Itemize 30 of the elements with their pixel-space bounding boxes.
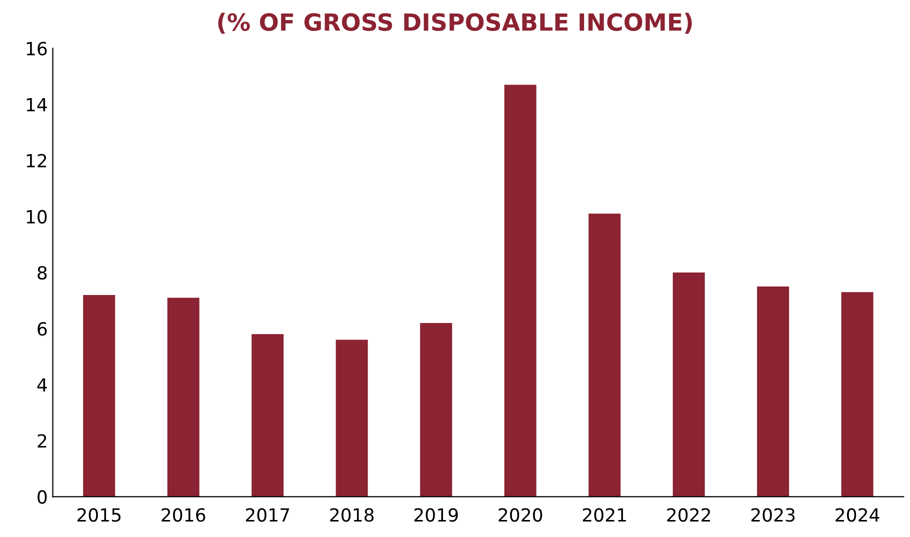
y-tick-label: 2 — [38, 434, 46, 448]
x-tick-label: 2020 — [498, 508, 542, 522]
x-tick-label: 2023 — [751, 508, 795, 522]
bar — [588, 214, 621, 497]
y-tick-label: 0 — [38, 490, 47, 504]
x-tick-label: 2018 — [330, 508, 374, 522]
x-tick-label: 2019 — [414, 508, 458, 522]
bar — [167, 298, 200, 497]
y-tick-label: 12 — [26, 154, 46, 168]
y-tick-label: 16 — [26, 42, 47, 56]
y-tick-label: 10 — [26, 210, 47, 224]
bar — [841, 292, 874, 497]
bar — [336, 340, 368, 497]
y-tick-label: 4 — [37, 378, 47, 392]
y-tick-label: 8 — [38, 266, 47, 280]
bar — [83, 294, 116, 497]
bar — [252, 334, 284, 497]
bar — [757, 286, 790, 497]
bar — [420, 322, 452, 497]
chart-title: (% OF GROSS DISPOSABLE INCOME) — [218, 12, 692, 34]
y-tick-label: 6 — [38, 322, 47, 336]
bar — [672, 272, 705, 497]
x-tick-label: 2024 — [836, 508, 880, 522]
x-tick-label: 2017 — [246, 508, 290, 522]
bar — [504, 84, 536, 497]
x-tick-label: 2022 — [667, 508, 710, 522]
x-tick-label: 2021 — [582, 508, 626, 522]
x-tick-label: 2015 — [77, 508, 121, 522]
y-tick-label: 14 — [26, 98, 47, 112]
x-tick-label: 2016 — [162, 508, 206, 522]
